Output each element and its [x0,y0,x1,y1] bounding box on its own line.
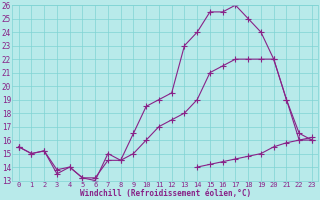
X-axis label: Windchill (Refroidissement éolien,°C): Windchill (Refroidissement éolien,°C) [80,189,251,198]
